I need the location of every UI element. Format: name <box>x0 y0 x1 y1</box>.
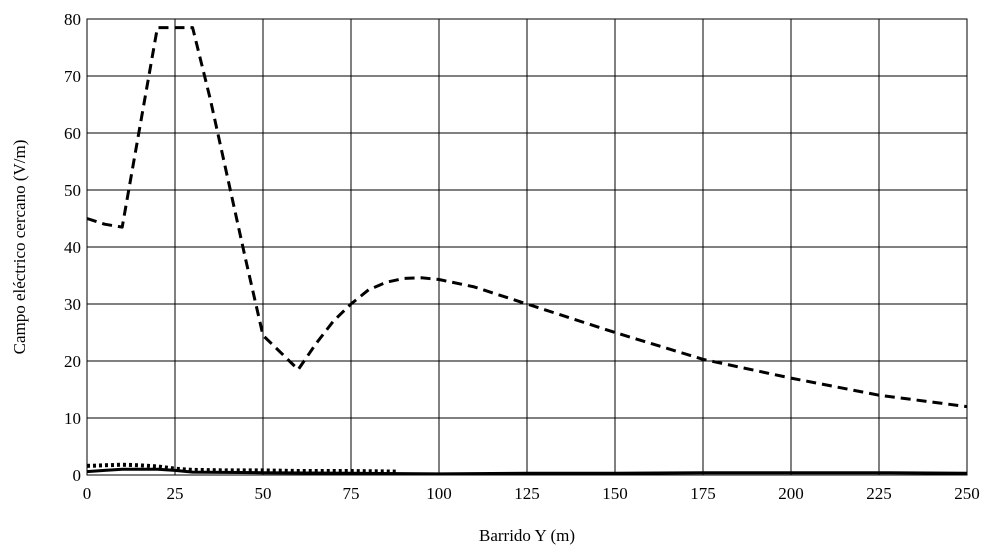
y-axis-title: Campo eléctrico cercano (V/m) <box>10 140 29 355</box>
y-tick-label: 0 <box>73 466 82 485</box>
x-tick-label: 150 <box>602 484 628 503</box>
y-tick-label: 80 <box>64 10 81 29</box>
y-tick-label: 20 <box>64 352 81 371</box>
x-tick-label: 200 <box>778 484 804 503</box>
y-tick-label: 30 <box>64 295 81 314</box>
tick-labels: 0 10 20 30 40 50 60 70 80 0 25 50 75 100 125 150 175 200 2… <box>64 10 980 503</box>
series-line-solid <box>86 467 968 476</box>
x-tick-label: 0 <box>83 484 92 503</box>
x-tick-label: 100 <box>426 484 452 503</box>
x-tick-label: 50 <box>255 484 272 503</box>
y-tick-label: 70 <box>64 67 81 86</box>
y-tick-label: 60 <box>64 124 81 143</box>
y-tick-label: 10 <box>64 409 81 428</box>
x-tick-label: 175 <box>690 484 716 503</box>
x-tick-label: 225 <box>866 484 892 503</box>
series-line-dotted <box>86 462 397 474</box>
series-group <box>86 26 968 476</box>
y-tick-label: 40 <box>64 238 81 257</box>
x-tick-label: 250 <box>954 484 980 503</box>
x-tick-label: 75 <box>343 484 360 503</box>
x-tick-label: 125 <box>514 484 540 503</box>
x-axis-title: Barrido Y (m) <box>479 526 575 545</box>
plot-frame <box>86 18 968 476</box>
y-tick-label: 50 <box>64 181 81 200</box>
x-tick-label: 25 <box>167 484 184 503</box>
series-line-dashed <box>86 26 968 409</box>
